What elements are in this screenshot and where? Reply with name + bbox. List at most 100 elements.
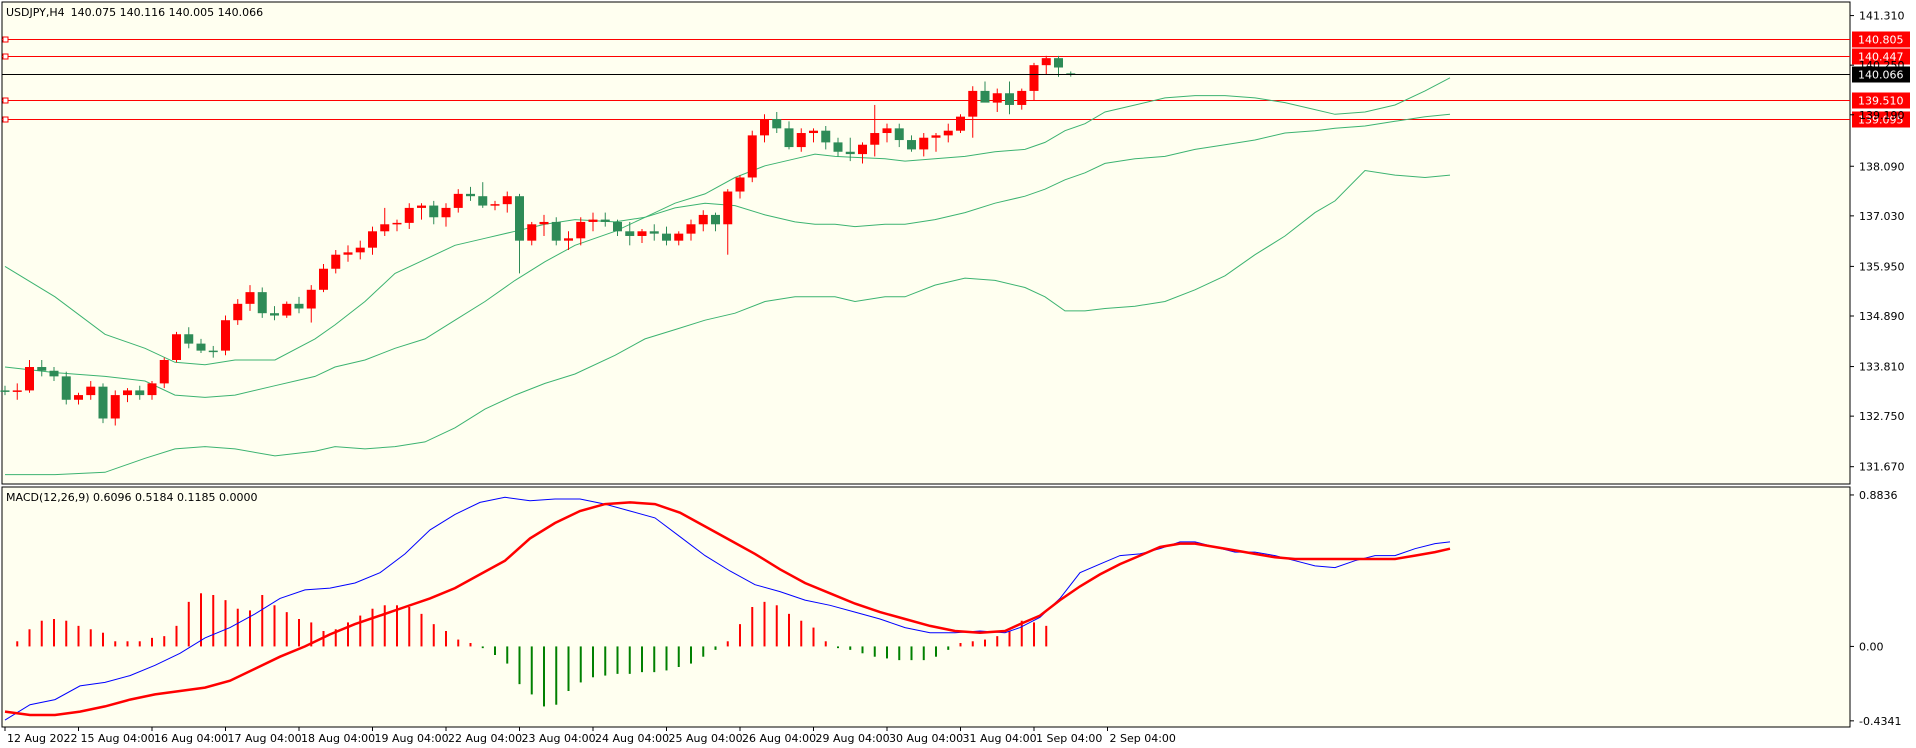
level-label: 139.095: [1858, 114, 1904, 127]
candle-body: [478, 196, 488, 206]
level-tag: [1852, 92, 1910, 109]
candle-body: [417, 205, 426, 208]
time-tick-label: 16 Aug 04:00: [154, 732, 228, 745]
band-upper: [4, 77, 1451, 366]
candle-body: [980, 90, 990, 103]
time-tick-label: 22 Aug 04:00: [448, 732, 522, 745]
candle-body: [943, 130, 953, 136]
macd-panel[interactable]: [1, 486, 1851, 728]
price-tick-label: 141.310: [1859, 10, 1905, 23]
time-tick-label: 30 Aug 04:00: [889, 732, 963, 745]
macd-lines: [4, 496, 1451, 721]
candle-body: [821, 130, 831, 143]
candle-body: [1017, 90, 1027, 105]
candle-body: [98, 386, 108, 419]
price-tick-label: 135.950: [1859, 260, 1905, 273]
candle-body: [12, 390, 22, 392]
candle-body: [649, 231, 659, 234]
candle-body: [159, 359, 169, 384]
candle-body: [343, 252, 353, 255]
candle-body: [698, 214, 708, 225]
band-middle: [4, 113, 1451, 398]
candle-body: [86, 386, 96, 396]
candle-body: [306, 289, 316, 309]
price-label: 140.066: [1858, 69, 1904, 82]
price-tick-label: 140.250: [1859, 59, 1905, 72]
candle-body: [380, 224, 390, 232]
candle-body: [282, 303, 292, 316]
candle-body: [1054, 58, 1063, 68]
candle-body: [453, 193, 463, 208]
time-tick-label: 18 Aug 04:00: [301, 732, 375, 745]
candle-body: [74, 395, 83, 400]
candle-body: [600, 219, 610, 222]
time-tick-label: 17 Aug 04:00: [228, 732, 302, 745]
candle-body: [551, 221, 561, 241]
price-tick-label: 137.030: [1859, 210, 1905, 223]
level-tag: [1852, 31, 1910, 48]
candle-body: [858, 144, 867, 155]
macd-tick-label: -0.4341: [1859, 715, 1901, 728]
price-panel[interactable]: [1, 1, 1851, 485]
candle-body: [992, 93, 1002, 103]
candle-body: [747, 135, 757, 178]
candle-body: [37, 367, 47, 371]
time-tick-label: 24 Aug 04:00: [595, 732, 669, 745]
candle-body: [368, 231, 377, 248]
time-tick-label: 23 Aug 04:00: [522, 732, 596, 745]
candle-body: [637, 231, 647, 236]
candle-body: [319, 268, 328, 290]
candle-body: [760, 118, 769, 136]
candle-body: [515, 196, 524, 241]
candle-body: [294, 303, 304, 309]
candle-body: [784, 128, 794, 148]
candle-body: [894, 128, 904, 141]
price-tick-label: 132.750: [1859, 410, 1905, 423]
candle-body: [233, 303, 243, 321]
candle-body: [588, 219, 598, 222]
price-tick-label: 131.670: [1859, 461, 1905, 474]
price-tick-label: 133.810: [1859, 361, 1905, 374]
candle-body: [662, 233, 671, 241]
candle-body: [968, 90, 978, 117]
time-tick-label: 15 Aug 04:00: [81, 732, 155, 745]
level-tag: [1852, 111, 1910, 128]
candle-body: [564, 238, 573, 241]
candle-body: [208, 350, 218, 353]
bollinger-bands: [4, 77, 1451, 476]
candle-body: [147, 383, 157, 396]
time-tick-label: 1 Sep 04:00: [1036, 732, 1102, 745]
price-tick-label: 138.090: [1859, 160, 1905, 173]
candle-body: [502, 196, 512, 205]
time-tick-label: 2 Sep 04:00: [1110, 732, 1176, 745]
level-anchor: [2, 36, 9, 43]
level-anchor: [2, 97, 9, 104]
candle-body: [919, 137, 929, 150]
candle-body: [625, 231, 635, 236]
candlesticks: [0, 55, 1076, 426]
band-lower: [5, 169, 1451, 476]
macd-tick-label: 0.00: [1859, 640, 1884, 653]
candle-body: [1041, 58, 1051, 66]
candle-body: [270, 313, 279, 316]
candle-body: [931, 135, 941, 138]
candle-body: [355, 247, 365, 253]
candle-body: [772, 118, 782, 129]
candle-body: [1005, 93, 1014, 105]
candle-body: [466, 193, 475, 197]
level-label: 140.447: [1858, 51, 1904, 64]
candle-body: [61, 376, 71, 400]
candle-body: [613, 221, 622, 232]
level-label: 140.805: [1858, 34, 1904, 47]
price-tick-label: 139.190: [1859, 109, 1905, 122]
candle-body: [490, 204, 500, 206]
candle-body: [956, 116, 965, 131]
candle-body: [257, 292, 267, 314]
candle-body: [882, 128, 892, 134]
candle-body: [404, 207, 414, 223]
candle-body: [196, 343, 206, 351]
level-anchor: [2, 53, 9, 60]
symbol-title: USDJPY,H4 140.075 140.116 140.005 140.066: [6, 6, 263, 19]
candle-body: [245, 292, 255, 304]
